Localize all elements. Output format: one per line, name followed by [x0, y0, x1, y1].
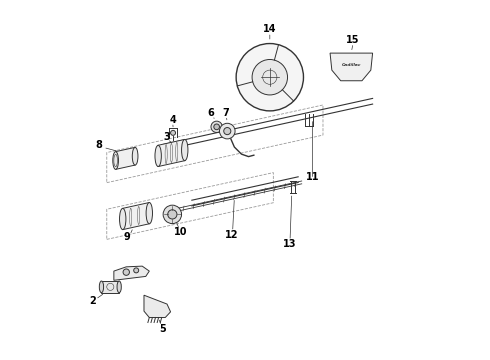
Text: 3: 3: [164, 132, 171, 142]
Text: 6: 6: [208, 108, 214, 118]
Circle shape: [211, 121, 222, 132]
Text: 4: 4: [170, 115, 176, 125]
Polygon shape: [122, 203, 149, 230]
Ellipse shape: [120, 208, 126, 230]
Ellipse shape: [132, 147, 138, 165]
Circle shape: [252, 59, 288, 95]
Ellipse shape: [146, 203, 152, 224]
Polygon shape: [158, 139, 185, 167]
Ellipse shape: [99, 281, 103, 293]
Circle shape: [236, 44, 303, 111]
Ellipse shape: [113, 152, 119, 169]
Circle shape: [171, 130, 175, 135]
Text: 14: 14: [263, 24, 276, 34]
Text: 5: 5: [159, 324, 166, 334]
Polygon shape: [330, 53, 372, 81]
Text: 11: 11: [306, 172, 320, 182]
Ellipse shape: [117, 281, 122, 293]
Polygon shape: [116, 147, 135, 169]
Circle shape: [220, 123, 235, 139]
Polygon shape: [114, 266, 149, 280]
Text: 7: 7: [222, 108, 229, 118]
Ellipse shape: [182, 139, 188, 161]
Text: 10: 10: [174, 228, 187, 238]
Text: 12: 12: [225, 230, 239, 240]
Text: 15: 15: [346, 35, 360, 45]
Circle shape: [224, 127, 231, 135]
Text: 8: 8: [95, 140, 102, 150]
Text: 2: 2: [89, 296, 96, 306]
Text: 9: 9: [124, 233, 131, 242]
Ellipse shape: [155, 145, 161, 167]
Circle shape: [214, 124, 220, 130]
Polygon shape: [101, 281, 119, 293]
Polygon shape: [144, 295, 171, 318]
Circle shape: [134, 268, 139, 273]
Circle shape: [163, 205, 182, 224]
Circle shape: [123, 269, 129, 275]
Text: Cadillac: Cadillac: [342, 63, 361, 67]
Circle shape: [168, 210, 177, 219]
Text: 13: 13: [283, 239, 297, 249]
